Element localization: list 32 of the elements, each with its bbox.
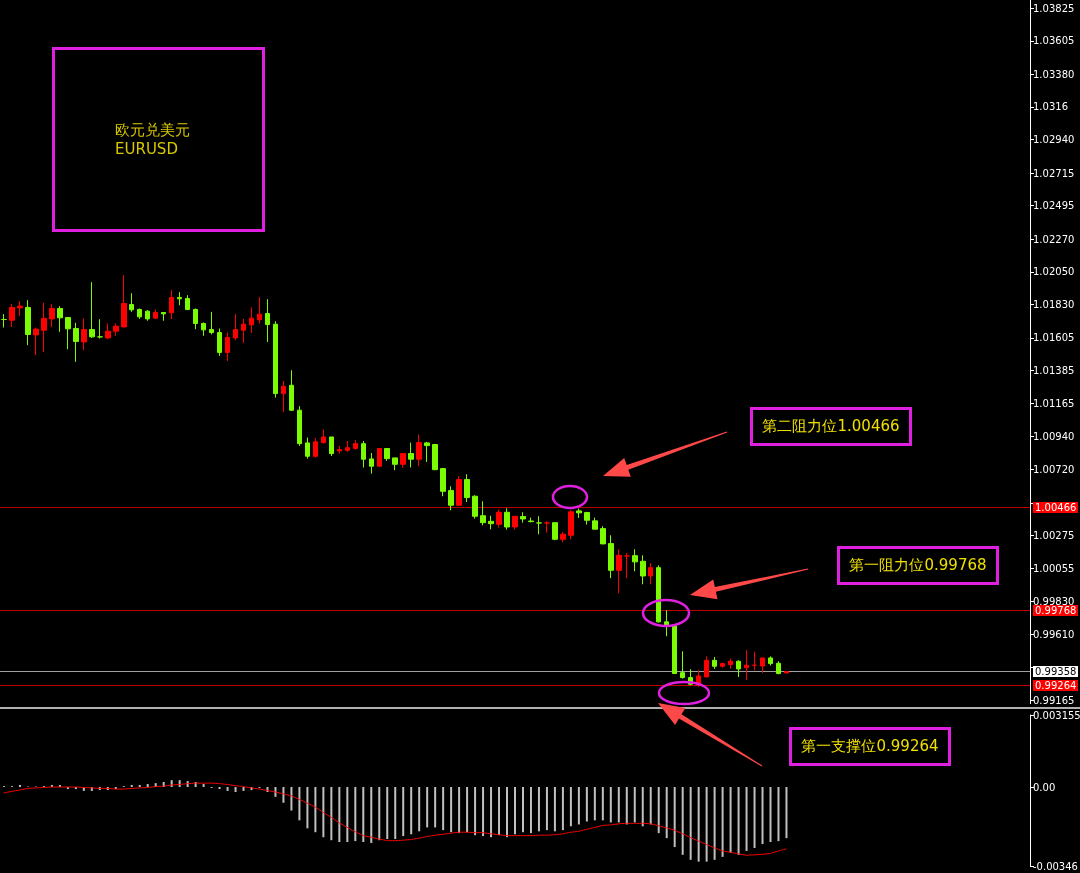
y-tick-label: 1.01165 bbox=[1033, 397, 1075, 409]
ref-line-label: 0.99358 bbox=[1033, 666, 1079, 678]
y-tick-label: 1.00940 bbox=[1033, 431, 1075, 443]
y-tick-label: 1.00055 bbox=[1033, 562, 1075, 574]
y-tick-label: 1.00275 bbox=[1033, 529, 1075, 541]
text: 欧元兑美元 bbox=[115, 121, 190, 140]
y-tick-label: 1.03825 bbox=[1033, 2, 1075, 14]
y-tick-label: 0.99610 bbox=[1033, 628, 1075, 640]
y-tick-label: 0.99165 bbox=[1033, 694, 1075, 706]
annotation: 第二阻力位1.00466 bbox=[750, 407, 912, 446]
y-tick-label: 0.00 bbox=[1033, 781, 1056, 793]
ref-line-label: 1.00466 bbox=[1033, 501, 1079, 513]
y-tick-label: 0.003155 bbox=[1033, 709, 1080, 721]
y-tick-label: 1.01605 bbox=[1033, 332, 1075, 344]
y-tick-label: 1.02050 bbox=[1033, 266, 1075, 278]
y-tick-label: 1.03380 bbox=[1033, 68, 1075, 80]
annotation: 第一阻力位0.99768 bbox=[837, 546, 999, 585]
y-tick-label: 0.99830 bbox=[1033, 596, 1075, 608]
y-tick-label: 1.02270 bbox=[1033, 233, 1075, 245]
y-tick-label: 1.01385 bbox=[1033, 365, 1075, 377]
ref-line-label: 0.99768 bbox=[1033, 605, 1079, 617]
annotation: 第一支撑位0.99264 bbox=[789, 727, 951, 766]
y-tick-label: 1.0316 bbox=[1033, 101, 1068, 113]
y-tick-label: 1.02940 bbox=[1033, 134, 1075, 146]
y-tick-label: 1.02495 bbox=[1033, 200, 1075, 212]
y-tick-label: 1.02715 bbox=[1033, 167, 1075, 179]
y-tick-label: 1.01830 bbox=[1033, 298, 1075, 310]
text: EURUSD bbox=[115, 140, 178, 158]
y-tick-label: 1.03605 bbox=[1033, 35, 1075, 47]
ref-line-label: 0.99264 bbox=[1033, 680, 1079, 692]
y-tick-label: 1.00720 bbox=[1033, 463, 1075, 475]
y-tick-label: -0.00346 bbox=[1033, 860, 1078, 872]
